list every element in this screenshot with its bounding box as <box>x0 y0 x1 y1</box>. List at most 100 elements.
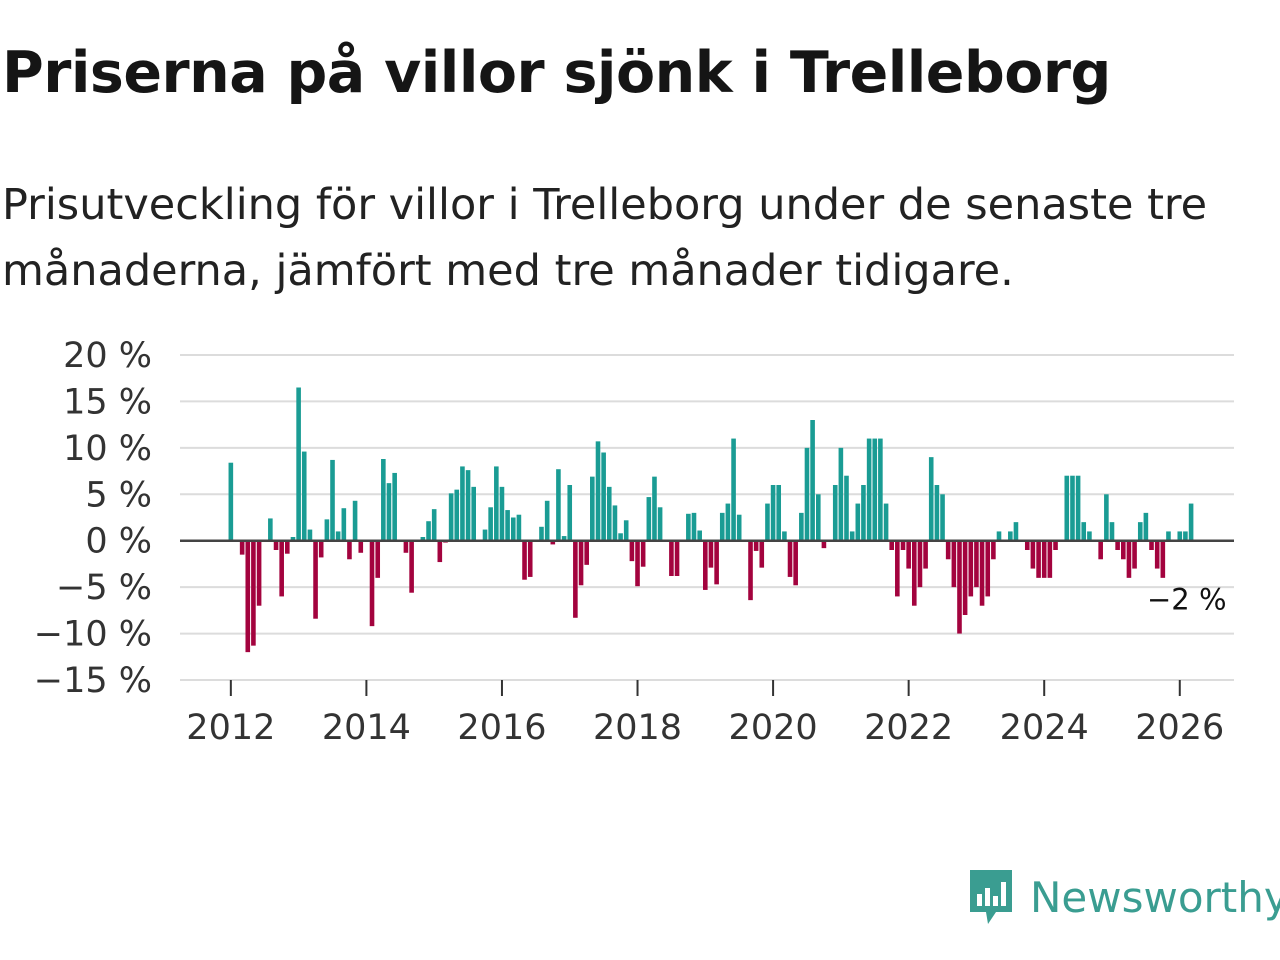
bar <box>601 452 606 541</box>
bar <box>578 540 584 586</box>
bar <box>499 486 505 541</box>
bar <box>635 540 640 587</box>
bar <box>1008 531 1013 541</box>
y-tick-label: 5 % <box>85 475 152 515</box>
x-tick-label: 2012 <box>186 708 275 748</box>
bar <box>590 476 595 541</box>
bar <box>1154 540 1160 569</box>
bar <box>341 508 347 541</box>
bar <box>945 540 951 560</box>
bar <box>510 517 516 541</box>
bar <box>770 485 776 541</box>
bar <box>251 540 256 646</box>
newsworthy-brand: Newsworthy <box>966 862 1280 932</box>
bar <box>821 540 827 549</box>
bar <box>748 540 753 601</box>
chart-title: Priserna på villor sjönk i Trelleborg <box>2 40 1111 106</box>
bar <box>268 518 273 541</box>
y-tick-label: 0 % <box>85 522 152 562</box>
y-tick-label: −15 % <box>34 661 152 701</box>
bar <box>1137 522 1143 541</box>
bar <box>866 438 872 541</box>
y-tick-label: −5 % <box>56 568 152 608</box>
bar <box>697 530 702 541</box>
bar <box>1047 540 1053 578</box>
bar <box>612 505 618 541</box>
bar <box>465 470 471 541</box>
bar <box>454 489 460 541</box>
bar <box>1143 512 1149 541</box>
bar <box>550 540 556 545</box>
bar <box>301 451 307 541</box>
bar <box>1160 540 1166 578</box>
bar <box>629 540 635 562</box>
bar <box>324 519 330 541</box>
bar <box>669 540 674 576</box>
bar <box>996 531 1002 541</box>
bar <box>1188 503 1194 541</box>
bar-series <box>228 387 1194 653</box>
bar <box>256 540 262 606</box>
bar <box>974 540 979 588</box>
bar <box>714 540 719 585</box>
bar <box>652 476 657 541</box>
brand-name: Newsworthy <box>1030 872 1280 922</box>
bar <box>1075 475 1081 541</box>
bar <box>505 510 510 541</box>
bar <box>810 420 815 541</box>
bar <box>855 503 861 541</box>
bar <box>1115 540 1120 550</box>
x-tick-label: 2014 <box>322 708 411 748</box>
bar <box>1053 540 1058 550</box>
bar <box>431 509 437 541</box>
bar <box>1013 522 1019 541</box>
bar <box>646 497 652 541</box>
bar <box>381 459 386 541</box>
bar <box>1183 531 1188 541</box>
bar <box>906 540 911 569</box>
bar <box>409 540 414 593</box>
bar <box>228 462 234 541</box>
bar-chart: 20 %15 %10 %5 %0 %−5 %−10 %−15 % 2012 201… <box>34 336 1234 748</box>
bar <box>991 540 996 560</box>
bar <box>245 540 251 653</box>
bar <box>330 459 335 541</box>
bar <box>584 540 589 565</box>
bar <box>951 540 957 588</box>
bar <box>1121 540 1126 560</box>
bar <box>674 540 680 576</box>
bar <box>556 469 561 541</box>
x-tick-label: 2024 <box>1000 708 1089 748</box>
y-axis-tick-labels: 20 % 15 % 10 % 5 % 0 % −5 % −10 % −15 % <box>34 336 152 701</box>
bar <box>392 472 397 541</box>
bar <box>1126 540 1132 578</box>
bar <box>753 540 759 551</box>
bar <box>765 503 770 541</box>
bar <box>640 540 646 567</box>
bar <box>471 486 476 541</box>
bar <box>657 507 663 541</box>
bar <box>437 540 443 563</box>
chart-subtitle: Prisutveckling för villor i Trelleborg u… <box>2 180 1208 296</box>
bar <box>832 485 838 541</box>
bar <box>968 540 974 597</box>
x-tick-label: 2016 <box>457 708 546 748</box>
bar <box>799 512 804 541</box>
bar <box>923 540 928 569</box>
bar <box>1104 494 1109 541</box>
bar <box>1132 540 1137 569</box>
bar <box>386 483 392 541</box>
bar <box>1070 475 1075 541</box>
bar <box>279 540 284 597</box>
bar <box>725 503 731 541</box>
bar <box>606 486 612 541</box>
bar <box>1109 522 1115 541</box>
bar <box>895 540 900 597</box>
bar <box>347 540 352 560</box>
bar <box>759 540 765 568</box>
bar <box>375 540 381 578</box>
bar <box>318 540 324 558</box>
bar <box>285 540 290 554</box>
bar <box>369 540 375 627</box>
bar <box>1036 540 1041 578</box>
